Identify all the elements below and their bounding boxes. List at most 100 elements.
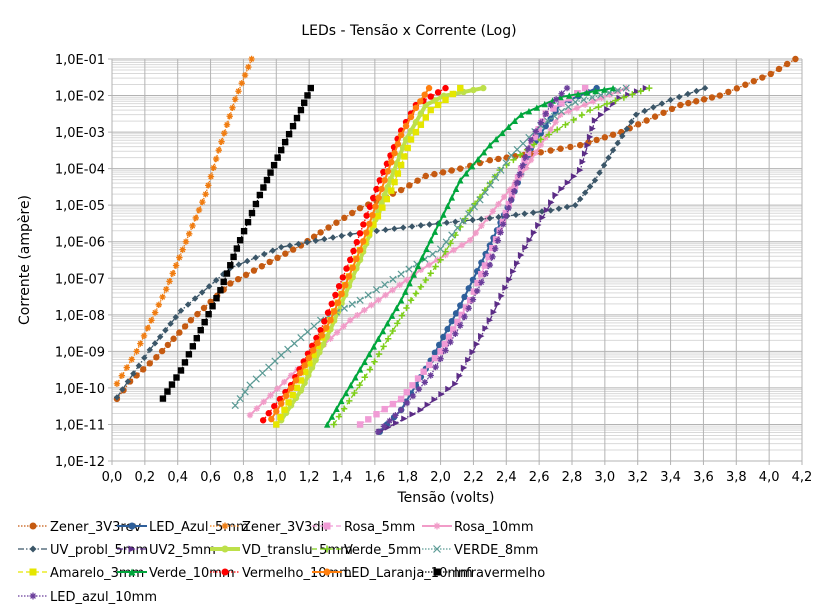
marker-triangle-right xyxy=(431,396,438,403)
marker-x xyxy=(491,174,500,182)
x-tick-label: 0,2 xyxy=(135,470,156,485)
y-tick-label: 1,0E-05 xyxy=(55,199,105,214)
marker-x xyxy=(580,96,588,104)
marker-circle xyxy=(397,186,405,194)
marker-star xyxy=(182,238,190,245)
marker-star xyxy=(155,301,163,308)
marker-diamond xyxy=(486,215,494,222)
marker-plus xyxy=(346,397,353,405)
marker-star xyxy=(235,88,242,95)
marker-triangle-right xyxy=(417,406,425,414)
marker-circle xyxy=(153,354,160,361)
marker-triangle xyxy=(402,288,409,295)
marker-diamond xyxy=(632,111,640,118)
marker-circle xyxy=(341,214,348,222)
marker-circle xyxy=(317,229,324,236)
marker-triangle-right xyxy=(579,158,586,166)
marker-star xyxy=(497,229,504,236)
marker-star xyxy=(374,428,382,435)
y-tick-label: 1,0E-04 xyxy=(55,163,105,178)
marker-square xyxy=(431,354,439,362)
marker-circle xyxy=(391,149,398,157)
marker-star xyxy=(397,406,405,414)
marker-circle xyxy=(425,84,433,92)
marker-triangle-right xyxy=(526,236,533,244)
marker-star xyxy=(473,287,481,295)
marker-triangle xyxy=(592,87,599,95)
series-layer xyxy=(113,55,799,435)
marker-circle xyxy=(480,84,487,92)
marker-star xyxy=(113,380,121,387)
x-tick-label: 3,6 xyxy=(693,470,714,485)
marker-square xyxy=(29,568,37,576)
marker-circle xyxy=(250,267,258,274)
marker-square xyxy=(470,288,478,295)
marker-x xyxy=(442,238,450,246)
marker-square xyxy=(181,359,189,366)
marker-diamond xyxy=(391,225,398,232)
marker-x xyxy=(502,159,510,167)
x-tick-label: 1,6 xyxy=(365,470,386,485)
marker-diamond xyxy=(119,386,126,393)
marker-diamond xyxy=(555,205,563,212)
marker-square xyxy=(454,318,461,326)
marker-circle xyxy=(547,147,554,154)
marker-circle xyxy=(601,134,609,141)
marker-diamond xyxy=(408,223,416,230)
marker-square xyxy=(323,522,331,530)
marker-x xyxy=(389,275,397,283)
marker-triangle-right xyxy=(456,372,463,380)
marker-triangle xyxy=(557,93,564,101)
legend-label: Verde_5mm xyxy=(344,543,421,558)
marker-circle xyxy=(685,99,692,107)
marker-circle xyxy=(266,258,273,266)
legend-item: LED_Azul_5mm xyxy=(117,520,249,535)
marker-triangle xyxy=(342,389,350,397)
legend-item: Infravermelho xyxy=(422,566,545,581)
marker-square xyxy=(457,84,464,92)
marker-triangle xyxy=(338,397,345,405)
marker-x xyxy=(470,203,478,211)
marker-star xyxy=(166,278,173,285)
marker-circle xyxy=(767,70,774,78)
marker-circle xyxy=(470,86,477,94)
marker-star xyxy=(218,138,225,145)
y-tick-label: 1,0E-01 xyxy=(55,53,105,68)
marker-circle xyxy=(289,246,297,253)
marker-plus xyxy=(530,141,538,148)
marker-star xyxy=(552,96,560,103)
marker-square xyxy=(270,161,278,169)
legend-label: Infravermelho xyxy=(454,566,545,581)
marker-star xyxy=(176,254,183,261)
marker-star xyxy=(29,592,37,600)
marker-star xyxy=(491,245,499,252)
marker-circle xyxy=(733,85,741,92)
marker-x xyxy=(507,151,515,160)
marker-circle xyxy=(407,113,415,121)
x-tick-label: 1,2 xyxy=(299,470,320,485)
marker-circle xyxy=(457,302,464,309)
marker-triangle xyxy=(347,381,354,389)
marker-circle xyxy=(677,101,684,109)
legend-item: Rosa_10mm xyxy=(422,520,534,535)
marker-star xyxy=(246,411,254,419)
marker-star xyxy=(563,84,571,92)
marker-diamond xyxy=(321,235,328,243)
marker-x xyxy=(246,381,254,389)
marker-circle xyxy=(402,122,410,130)
marker-square xyxy=(201,318,208,326)
marker-diamond xyxy=(156,333,164,340)
marker-circle xyxy=(363,229,370,236)
marker-x xyxy=(513,145,521,154)
marker-diamond xyxy=(244,257,251,265)
legend-label: VD_translu_5mm xyxy=(242,543,353,558)
marker-star xyxy=(215,146,222,154)
series-verde-10mm xyxy=(324,84,617,428)
marker-star xyxy=(248,55,255,63)
marker-square xyxy=(193,335,200,342)
marker-plus xyxy=(412,290,420,297)
marker-diamond xyxy=(443,219,450,226)
legend-item: Amarelo_3mm xyxy=(18,566,144,581)
grid xyxy=(108,58,803,465)
marker-star xyxy=(118,372,126,379)
